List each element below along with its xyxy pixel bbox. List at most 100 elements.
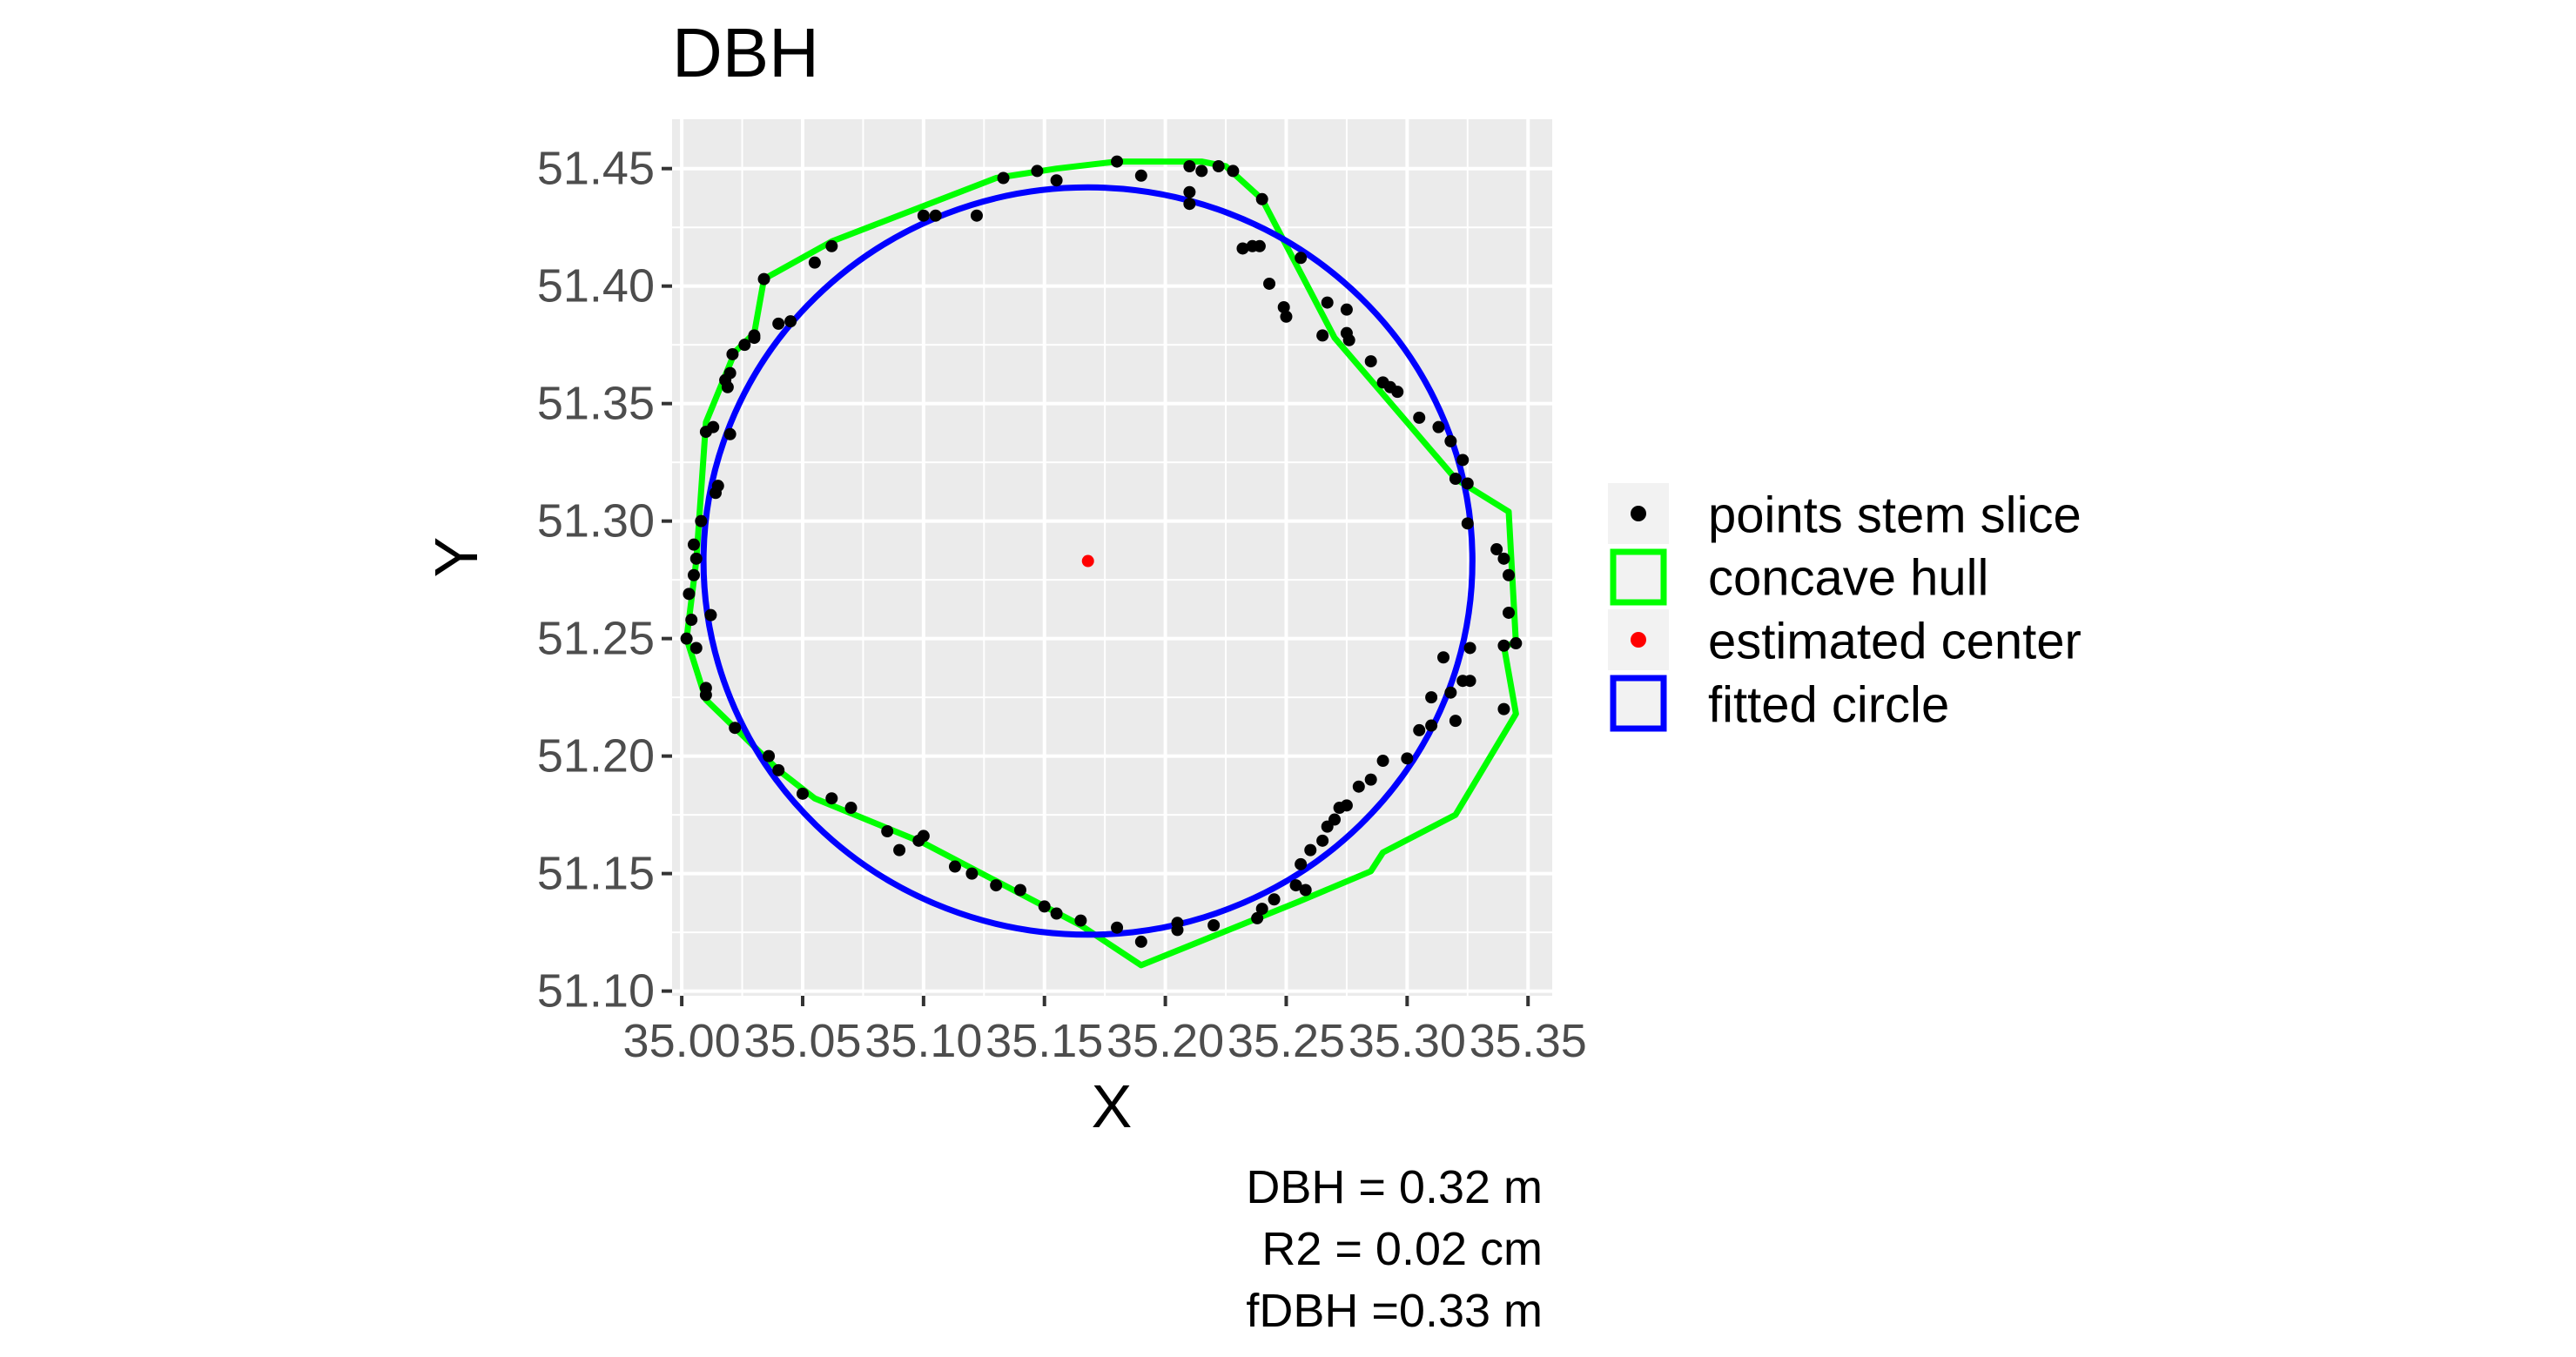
stem-slice-point	[1364, 773, 1377, 786]
stem-slice-point	[1510, 637, 1523, 650]
stem-slice-point	[689, 642, 703, 655]
stem-slice-point	[726, 347, 739, 360]
y-tick-label: 51.45	[537, 143, 655, 195]
caption-dbh: DBH = 0.32 m	[1246, 1161, 1543, 1213]
stem-slice-point	[687, 568, 700, 581]
y-axis: 51.10 51.15 51.20 51.25 51.30 51.35 51.40 51.45	[537, 143, 672, 1018]
stem-slice-point	[719, 373, 732, 386]
stem-slice-point	[1111, 155, 1124, 168]
stem-slice-point	[1183, 185, 1196, 198]
stem-slice-point	[881, 825, 894, 838]
stem-slice-points	[680, 155, 1523, 948]
stem-slice-point	[929, 209, 942, 222]
stem-slice-point	[1449, 473, 1462, 486]
stem-slice-point	[1497, 702, 1510, 715]
legend-label-fitted-circle: fitted circle	[1708, 677, 1949, 734]
stem-slice-point	[1432, 420, 1445, 433]
stem-slice-point	[1444, 686, 1457, 699]
stem-slice-point	[772, 763, 785, 776]
stem-slice-point	[1490, 543, 1503, 556]
legend: points stem slice concave hull estimated…	[1608, 483, 2082, 734]
stem-slice-point	[948, 860, 961, 873]
stem-slice-point	[1449, 715, 1462, 728]
stem-slice-point	[689, 552, 703, 565]
y-tick-label: 51.40	[537, 260, 655, 312]
stem-slice-point	[1195, 165, 1208, 178]
stem-slice-point	[1342, 333, 1355, 346]
stem-slice-point	[1304, 843, 1317, 857]
stem-slice-point	[997, 171, 1010, 185]
stem-slice-point	[1463, 642, 1476, 655]
stem-slice-point	[1134, 935, 1147, 948]
x-tick-label: 35.30	[1349, 1015, 1466, 1067]
stem-slice-point	[796, 787, 809, 800]
x-tick-label: 35.25	[1227, 1015, 1345, 1067]
stem-slice-point	[1461, 477, 1474, 490]
stem-slice-point	[699, 689, 712, 702]
stem-slice-point	[683, 588, 696, 601]
stem-slice-point	[1340, 303, 1353, 316]
x-axis-title: X	[1092, 1072, 1133, 1140]
stem-slice-point	[1503, 568, 1516, 581]
stem-slice-point	[687, 538, 700, 551]
stem-slice-point	[1236, 242, 1249, 255]
stem-slice-point	[844, 802, 858, 815]
x-tick-label: 35.00	[623, 1015, 741, 1067]
x-tick-label: 35.20	[1106, 1015, 1224, 1067]
stem-slice-point	[1401, 752, 1414, 765]
stem-slice-point	[1316, 329, 1329, 342]
y-tick-label: 51.35	[537, 378, 655, 430]
caption-fdbh: fDBH =0.33 m	[1246, 1285, 1543, 1337]
stem-slice-point	[1227, 165, 1240, 178]
stem-slice-point	[1050, 907, 1063, 920]
stem-slice-point	[1212, 159, 1225, 172]
stem-slice-point	[1251, 911, 1264, 924]
legend-key-fitted-circle	[1610, 675, 1667, 732]
stem-slice-point	[1253, 239, 1266, 252]
x-axis: 35.00 35.05 35.10 35.15 35.20 35.25 35.30 35.35	[623, 996, 1587, 1067]
stem-slice-point	[1333, 802, 1346, 815]
stem-slice-point	[1497, 552, 1510, 565]
stem-slice-point	[1444, 434, 1457, 447]
stem-slice-point	[763, 749, 776, 762]
stem-slice-point	[1280, 310, 1293, 323]
stem-slice-point	[1316, 834, 1329, 847]
stem-slice-point	[1391, 386, 1404, 399]
stem-slice-point	[1299, 883, 1312, 897]
legend-label-points-stem-slice: points stem slice	[1708, 487, 2082, 544]
stem-slice-point	[1425, 719, 1438, 732]
stem-slice-point	[1207, 919, 1221, 932]
legend-label-estimated-center: estimated center	[1708, 614, 2082, 670]
stem-slice-point	[1255, 903, 1268, 916]
stem-slice-point	[1268, 893, 1281, 906]
stem-slice-point	[1295, 252, 1308, 265]
stem-slice-point	[1295, 857, 1308, 870]
chart-title: DBH	[672, 14, 819, 91]
y-tick-label: 51.15	[537, 848, 655, 900]
stem-slice-point	[709, 487, 722, 500]
stem-slice-point	[912, 834, 925, 847]
stem-slice-point	[680, 632, 693, 645]
legend-key-estimated-center	[1631, 632, 1646, 648]
stem-slice-point	[970, 209, 983, 222]
stem-slice-point	[772, 317, 785, 330]
stem-slice-point	[1437, 651, 1450, 664]
x-tick-label: 35.10	[864, 1015, 982, 1067]
y-tick-label: 51.10	[537, 965, 655, 1018]
x-tick-label: 35.35	[1470, 1015, 1587, 1067]
stem-slice-point	[1425, 691, 1438, 704]
stem-slice-point	[1461, 517, 1474, 530]
stem-slice-point	[1364, 355, 1377, 368]
stem-slice-point	[1183, 198, 1196, 211]
stem-slice-point	[704, 608, 717, 621]
y-tick-label: 51.25	[537, 613, 655, 665]
stem-slice-point	[917, 209, 930, 222]
stem-slice-point	[685, 614, 698, 627]
stem-slice-point	[1321, 296, 1334, 309]
stem-slice-point	[784, 315, 797, 328]
stem-slice-point	[1463, 675, 1476, 688]
stem-slice-point	[1321, 820, 1334, 833]
stem-slice-point	[1074, 914, 1087, 927]
grid-major	[672, 119, 1552, 996]
